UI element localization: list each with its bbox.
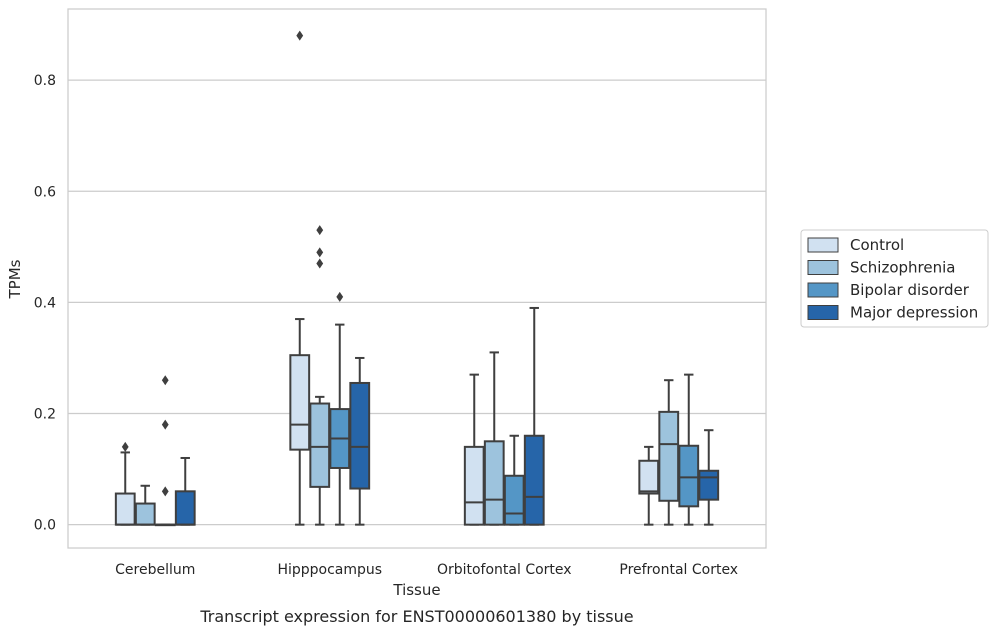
box-schizophrenia [658,379,680,526]
outlier-point [316,225,324,236]
legend-label: Control [850,236,904,254]
box-body [289,354,311,451]
x-tick-label: Orbitofontal Cortex [437,562,572,578]
box-body [503,474,525,526]
y-axis-label: TPMs [6,259,24,299]
legend: Control Schizophrenia Bipolar disorder Majo… [800,229,989,328]
box-body [349,381,371,490]
box-schizophrenia [309,225,331,526]
y-tick-label: 0.0 [34,518,56,534]
box-bipolar-disorder [154,375,176,527]
legend-swatch [807,237,839,253]
legend-swatch [807,305,839,320]
box-body [463,445,485,526]
outlier-point [336,291,344,302]
box-major-depression [523,306,545,526]
legend-label: Schizophrenia [850,259,955,277]
box-control [638,445,660,526]
legend-swatch [807,260,839,275]
box-schizophrenia [134,484,156,526]
legend-label: Major depression [850,304,978,322]
box-body [523,434,545,526]
x-tick-label: Hipppocampus [277,562,382,578]
y-tick-label: 0.4 [34,295,56,311]
box-major-depression [698,429,720,526]
box-body [483,440,505,526]
outlier-point [161,375,169,386]
box-major-depression [174,456,196,526]
x-axis-ticks: Cerebellum Hipppocampus Orbitofontal Corte… [115,562,738,578]
outlier-point [121,441,129,452]
box-body [658,410,680,502]
box-bipolar-disorder [678,373,700,526]
box-body [174,490,196,526]
box-body [698,469,720,501]
box-body [678,444,700,508]
boxes [114,30,720,527]
box-bipolar-disorder [503,434,525,526]
y-axis-ticks: 0.0 0.2 0.4 0.6 0.8 [34,73,56,534]
figure-caption: Transcript expression for ENST0000060138… [199,607,633,626]
box-control [289,30,311,526]
box-schizophrenia [483,351,505,526]
box-body [638,459,660,495]
box-bipolar-disorder [329,291,351,526]
x-tick-label: Cerebellum [115,562,195,578]
box-control [114,441,136,526]
plot-frame [67,8,767,549]
outlier-point [316,247,324,258]
outlier-point [296,30,304,41]
outlier-point [161,486,169,497]
outlier-point [316,258,324,269]
y-tick-label: 0.6 [34,184,56,200]
y-tick-label: 0.8 [34,73,56,89]
legend-swatch [807,282,839,298]
box-body [134,502,156,526]
outlier-point [161,419,169,430]
legend-label: Bipolar disorder [850,281,970,299]
x-tick-label: Prefrontal Cortex [619,562,738,578]
box-control [463,373,485,526]
legend-frame [800,229,989,328]
box-body [114,492,136,526]
x-axis-label: Tissue [392,581,440,599]
y-tick-label: 0.2 [34,407,56,423]
box-major-depression [349,356,371,526]
box-body [309,402,331,488]
